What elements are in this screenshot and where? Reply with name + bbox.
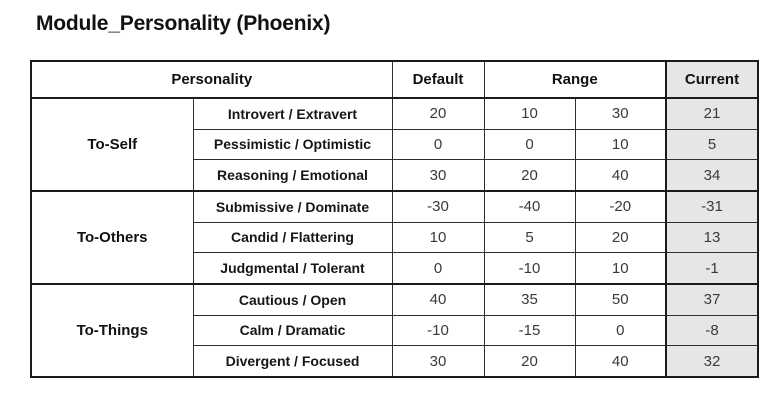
current-cell: -31 <box>665 189 759 223</box>
range-max-cell: 40 <box>574 159 667 192</box>
page-title: Module_Personality (Phoenix) <box>36 12 331 35</box>
trait-cell: Pessimistic / Optimistic <box>192 128 393 161</box>
default-cell: 0 <box>391 128 485 161</box>
group-cell-to-self: To-Self <box>30 97 194 192</box>
trait-cell: Introvert / Extravert <box>192 97 393 130</box>
header-current: Current <box>665 60 759 99</box>
default-cell: 30 <box>391 159 485 192</box>
current-cell: -1 <box>665 252 759 285</box>
default-cell: 40 <box>391 282 485 316</box>
range-min-cell: -10 <box>483 252 576 285</box>
group-cell-to-things: To-Things <box>30 282 194 378</box>
range-min-cell: -40 <box>483 189 576 223</box>
range-min-cell: 20 <box>483 345 576 378</box>
current-cell: 5 <box>665 128 759 161</box>
range-max-cell: 30 <box>574 97 667 130</box>
current-cell: -8 <box>665 314 759 347</box>
personality-table: Personality Default Range Current To-Sel… <box>30 60 759 378</box>
trait-cell: Judgmental / Tolerant <box>192 252 393 285</box>
range-min-cell: -15 <box>483 314 576 347</box>
table-row: To-Things Cautious / Open 40 35 50 37 <box>30 282 759 378</box>
default-cell: 20 <box>391 97 485 130</box>
current-cell: 34 <box>665 159 759 192</box>
table-row: To-Self Introvert / Extravert 20 10 30 2… <box>30 97 759 192</box>
current-cell: 13 <box>665 221 759 254</box>
range-max-cell: 10 <box>574 252 667 285</box>
range-max-cell: 20 <box>574 221 667 254</box>
range-min-cell: 20 <box>483 159 576 192</box>
range-min-cell: 10 <box>483 97 576 130</box>
default-cell: 10 <box>391 221 485 254</box>
table-row: Candid / Flattering 10 5 20 13 <box>31 221 759 254</box>
header-personality: Personality <box>30 60 393 99</box>
range-min-cell: 0 <box>483 128 576 161</box>
table-row: To-Others Submissive / Dominate -30 -40 … <box>30 189 759 285</box>
group-cell-to-others: To-Others <box>30 189 194 285</box>
range-max-cell: 10 <box>574 128 667 161</box>
table-row: Pessimistic / Optimistic 0 0 10 5 <box>31 128 759 161</box>
trait-cell: Calm / Dramatic <box>192 314 393 347</box>
range-min-cell: 5 <box>483 221 576 254</box>
range-max-cell: -20 <box>574 189 667 223</box>
current-cell: 32 <box>665 345 759 378</box>
range-min-cell: 35 <box>483 282 576 316</box>
header-range: Range <box>483 60 667 99</box>
trait-cell: Divergent / Focused <box>192 345 393 378</box>
current-cell: 37 <box>665 282 759 316</box>
trait-cell: Submissive / Dominate <box>192 189 393 223</box>
trait-cell: Candid / Flattering <box>192 221 393 254</box>
default-cell: 0 <box>391 252 485 285</box>
table-row: Calm / Dramatic -10 -15 0 -8 <box>31 314 759 347</box>
table-row: Divergent / Focused 30 20 40 32 <box>31 345 759 378</box>
range-max-cell: 0 <box>574 314 667 347</box>
range-max-cell: 50 <box>574 282 667 316</box>
current-cell: 21 <box>665 97 759 130</box>
header-row: Personality Default Range Current <box>30 60 759 99</box>
default-cell: 30 <box>391 345 485 378</box>
trait-cell: Cautious / Open <box>192 282 393 316</box>
default-cell: -30 <box>391 189 485 223</box>
default-cell: -10 <box>391 314 485 347</box>
range-max-cell: 40 <box>574 345 667 378</box>
header-default: Default <box>391 60 485 99</box>
trait-cell: Reasoning / Emotional <box>192 159 393 192</box>
table-row: Judgmental / Tolerant 0 -10 10 -1 <box>31 252 759 285</box>
